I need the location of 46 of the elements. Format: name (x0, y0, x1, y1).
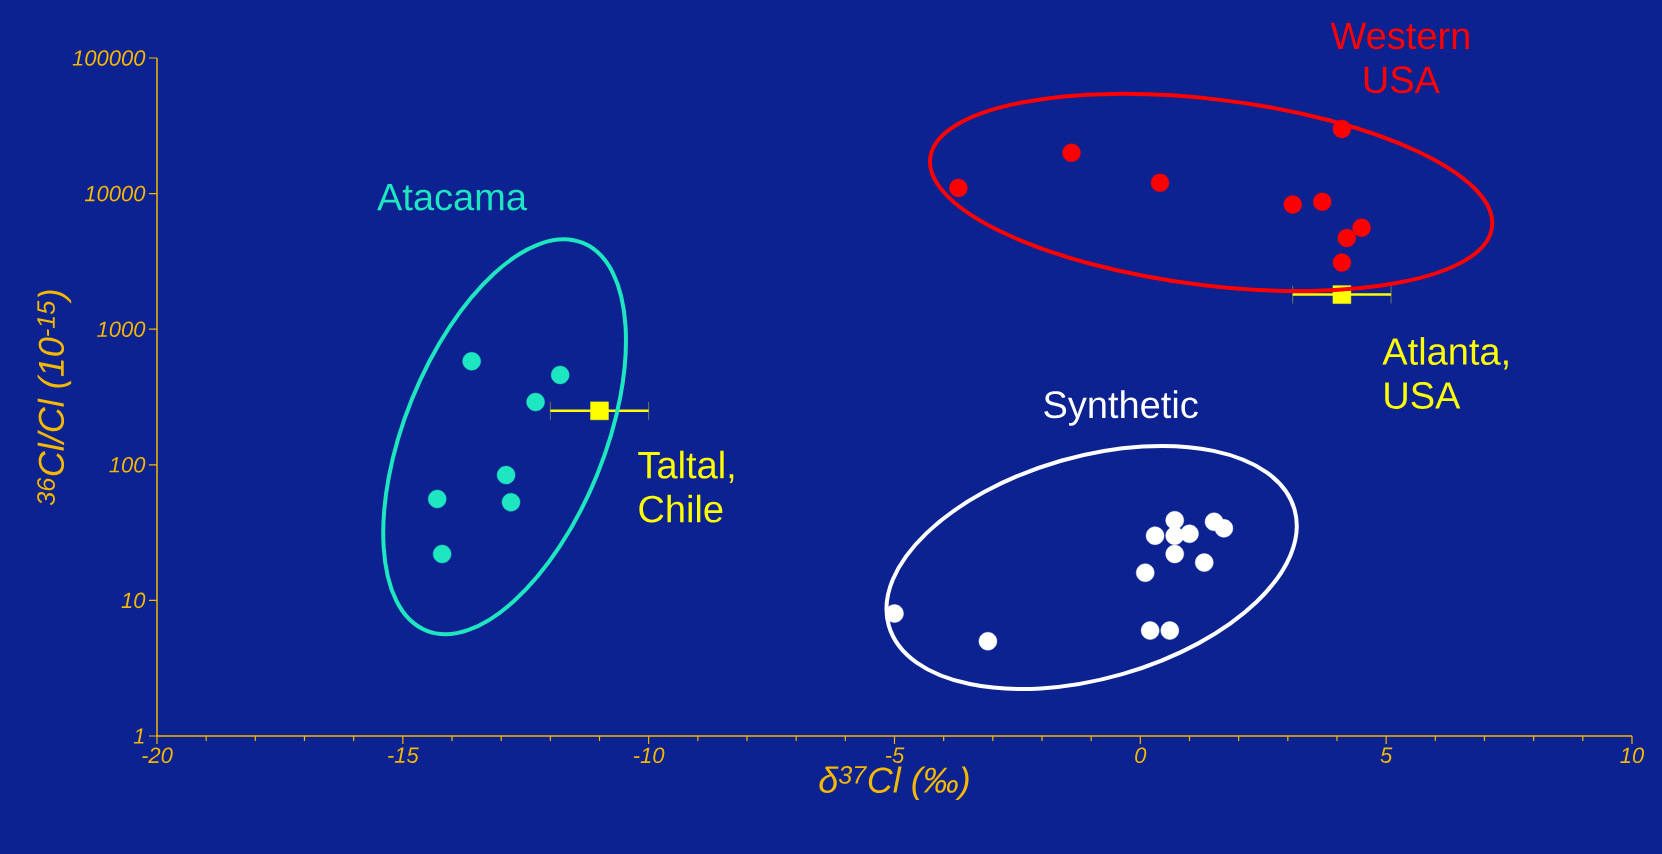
point (1283, 195, 1302, 214)
y-tick-label: 10000 (84, 185, 146, 202)
point (1136, 563, 1155, 582)
point (462, 352, 481, 371)
point (501, 492, 521, 512)
point (1313, 192, 1332, 211)
x-tick-label: 0 (1135, 747, 1147, 764)
point (1195, 553, 1214, 572)
x-tick-label: -5 (885, 747, 905, 763)
x-tick-label: 10 (1620, 747, 1645, 764)
series-label: Taltal, Chile (638, 450, 734, 523)
point (432, 544, 452, 564)
y-tick-label: 10 (121, 592, 146, 609)
x-tick-label: 5 (1380, 747, 1393, 763)
point (1165, 526, 1184, 545)
series-label: Atlanta, USA (1382, 337, 1508, 409)
x-tick-label: -10 (633, 747, 665, 764)
point (428, 489, 447, 509)
series-label: Western USA (1330, 22, 1469, 94)
y-tick-label: 1000 (97, 321, 146, 337)
point (590, 401, 609, 421)
point (1140, 621, 1160, 640)
point (1337, 228, 1357, 248)
point (1160, 621, 1180, 640)
point (978, 632, 998, 651)
point (550, 365, 570, 385)
point (949, 178, 968, 198)
point (1145, 526, 1165, 545)
point (1062, 143, 1081, 162)
x-axis-title: δ$^{37}$Cl (‰) (819, 765, 969, 801)
point (1165, 544, 1184, 564)
point (496, 465, 516, 485)
point (1165, 511, 1184, 530)
point (1352, 218, 1371, 237)
y-tick-label: 100000 (72, 50, 146, 66)
x-tick-label: -15 (388, 747, 419, 763)
text: Synthetic (1044, 390, 1198, 426)
x-tick-label: -20 (142, 747, 173, 764)
point (1332, 253, 1352, 272)
text: Atacama (377, 183, 527, 211)
point (1214, 519, 1234, 538)
y-axis-title: $^{36}$Cl/Cl (10$^{-15}$) (37, 290, 72, 506)
point (1150, 173, 1170, 193)
point (526, 392, 545, 412)
y-tick-label: 100 (109, 457, 146, 473)
y-tick-label: 1 (133, 728, 144, 744)
